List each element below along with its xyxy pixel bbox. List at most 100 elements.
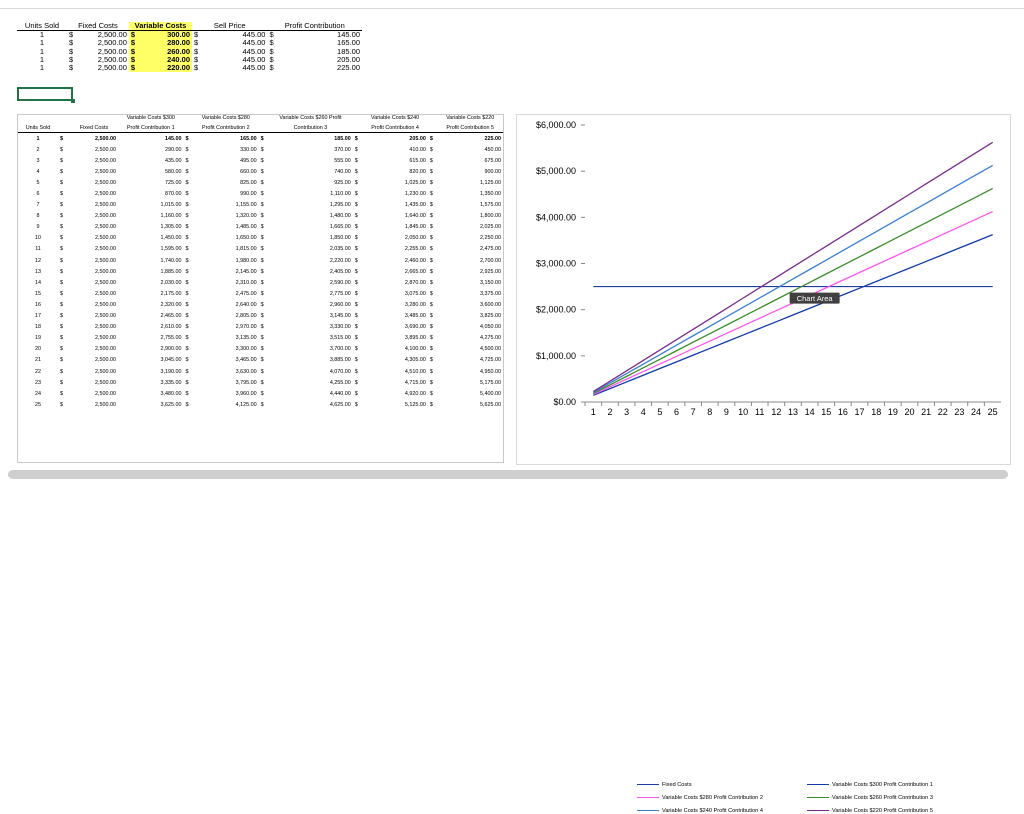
profit-1-cell[interactable]: 3,480.00 [160,390,182,397]
fixed-cost-cell[interactable]: 2,500.00 [95,401,116,408]
summary-currency[interactable]: $ [269,30,274,40]
currency-cell[interactable]: $ [60,346,63,353]
fixed-cost-cell[interactable]: 2,500.00 [95,290,116,297]
profit-5-cell[interactable]: 4,950.00 [480,368,501,375]
currency-cell[interactable]: $ [60,279,63,286]
profit-5-cell[interactable]: 225.00 [484,135,502,142]
currency-cell[interactable]: $ [354,313,358,320]
legend-item[interactable]: Variable Costs $220 Profit Contribution … [807,808,933,814]
summary-currency[interactable]: $ [194,46,199,56]
profit-3-cell[interactable]: 4,440.00 [329,390,351,397]
profit-3-cell[interactable]: 3,700.00 [329,346,351,353]
currency-cell[interactable]: $ [429,401,433,408]
currency-cell[interactable]: $ [260,301,264,308]
fixed-cost-cell[interactable]: 2,500.00 [95,146,116,153]
currency-cell[interactable]: $ [185,301,189,308]
profit-2-cell[interactable]: 3,960.00 [235,390,257,397]
units-cell[interactable]: 10 [35,235,41,242]
profit-1-cell[interactable]: 1,160.00 [160,213,182,220]
units-cell[interactable]: 13 [35,268,41,275]
profit-4-cell[interactable]: 3,485.00 [404,313,426,320]
profit-3-cell[interactable]: 740.00 [334,168,351,175]
profit-4-cell[interactable]: 1,230.00 [404,191,426,198]
currency-cell[interactable]: $ [354,157,358,164]
currency-cell[interactable]: $ [354,301,358,308]
currency-cell[interactable]: $ [60,390,63,397]
currency-cell[interactable]: $ [354,401,358,408]
active-cell-selection[interactable] [17,87,75,103]
currency-cell[interactable]: $ [260,279,264,286]
profit-1-cell[interactable]: 1,740.00 [160,257,182,264]
currency-cell[interactable]: $ [354,357,358,364]
currency-cell[interactable]: $ [185,202,189,209]
units-cell[interactable]: 1 [36,135,40,142]
profit-1-cell[interactable]: 290.00 [165,146,182,153]
fixed-cost-cell[interactable]: 2,500.00 [95,224,116,231]
currency-cell[interactable]: $ [354,213,358,220]
currency-cell[interactable]: $ [429,335,433,342]
profit-3-cell[interactable]: 370.00 [334,146,351,153]
profit-2-cell[interactable]: 3,300.00 [235,346,257,353]
units-cell[interactable]: 19 [35,335,41,342]
summary-currency[interactable]: $ [69,63,74,73]
currency-cell[interactable]: $ [429,179,433,186]
header-p1a[interactable]: Variable Costs $300 [126,115,175,121]
profit-2-cell[interactable]: 2,145.00 [235,268,257,275]
currency-cell[interactable]: $ [429,146,433,153]
currency-cell[interactable]: $ [429,235,433,242]
currency-cell[interactable]: $ [185,257,189,264]
profit-5-cell[interactable]: 1,800.00 [480,213,501,220]
profit-5-cell[interactable]: 3,375.00 [480,290,501,297]
header-p4a[interactable]: Variable Costs $240 [371,115,420,121]
units-cell[interactable]: 4 [36,168,40,175]
currency-cell[interactable]: $ [185,157,189,164]
profit-2-cell[interactable]: 660.00 [240,168,257,175]
profit-4-cell[interactable]: 410.00 [409,146,426,153]
summary-variable[interactable]: 240.00 [143,55,193,64]
legend-item[interactable]: Variable Costs $260 Profit Contribution … [807,795,933,801]
profit-1-cell[interactable]: 3,335.00 [160,379,182,386]
fixed-cost-cell[interactable]: 2,500.00 [95,213,116,220]
currency-cell[interactable]: $ [354,346,358,353]
profit-4-cell[interactable]: 2,050.00 [404,235,426,242]
fixed-cost-cell[interactable]: 2,500.00 [95,246,116,253]
profit-2-cell[interactable]: 165.00 [240,135,257,142]
summary-fixed[interactable]: 2,500.00 [97,30,127,40]
currency-cell[interactable]: $ [185,401,189,408]
legend-item[interactable]: Variable Costs $280 Profit Contribution … [637,795,763,801]
profit-3-cell[interactable]: 1,665.00 [329,224,351,231]
profit-5-cell[interactable]: 5,400.00 [480,390,501,397]
currency-cell[interactable]: $ [354,246,358,253]
summary-units[interactable]: 1 [39,46,45,56]
currency-cell[interactable]: $ [429,168,433,175]
profit-2-cell[interactable]: 990.00 [240,191,257,198]
currency-cell[interactable]: $ [260,379,264,386]
units-cell[interactable]: 15 [35,290,41,297]
summary-currency[interactable]: $ [69,54,74,64]
profit-5-cell[interactable]: 1,125.00 [480,179,501,186]
profit-5-cell[interactable]: 4,500.00 [480,346,501,353]
profit-3-cell[interactable]: 2,590.00 [329,279,351,286]
profit-1-cell[interactable]: 580.00 [165,168,182,175]
units-cell[interactable]: 6 [36,191,40,198]
summary-variable[interactable]: 220.00 [143,63,193,73]
currency-cell[interactable]: $ [260,368,264,375]
profit-4-cell[interactable]: 205.00 [409,135,426,142]
fixed-cost-cell[interactable]: 2,500.00 [95,179,116,186]
profit-5-cell[interactable]: 2,250.00 [480,235,501,242]
currency-cell[interactable]: $ [185,168,189,175]
units-cell[interactable]: 5 [36,179,40,186]
summary-currency[interactable]: $ [269,63,274,73]
currency-cell[interactable]: $ [354,390,358,397]
summary-fixed[interactable]: 2,500.00 [97,54,127,64]
profit-3-cell[interactable]: 2,960.00 [329,301,351,308]
fixed-cost-cell[interactable]: 2,500.00 [95,268,116,275]
profit-4-cell[interactable]: 1,025.00 [404,179,426,186]
profit-4-cell[interactable]: 1,435.00 [404,202,426,209]
currency-cell[interactable]: $ [185,213,189,220]
currency-cell[interactable]: $ [260,213,264,220]
currency-cell[interactable]: $ [60,379,63,386]
fixed-cost-cell[interactable]: 2,500.00 [95,135,116,142]
profit-1-cell[interactable]: 3,190.00 [160,368,182,375]
summary-variable[interactable]: 300.00 [143,30,193,40]
